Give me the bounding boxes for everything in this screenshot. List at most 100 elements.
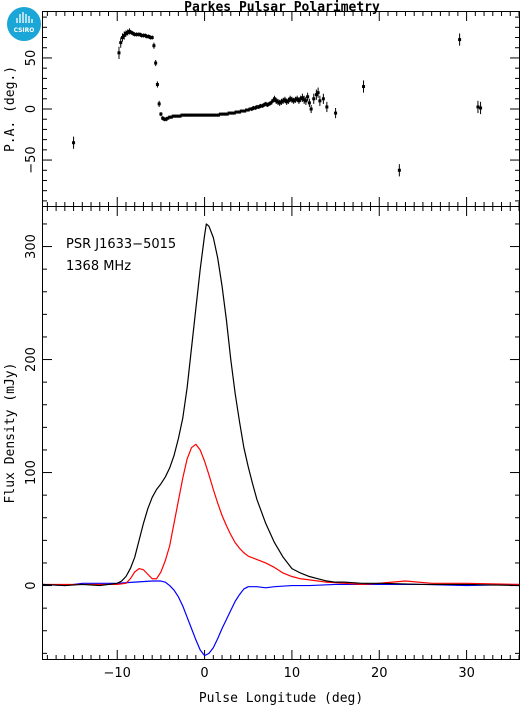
pa-point (136, 32, 140, 36)
pa-point (159, 112, 163, 116)
csiro-logo-circle (7, 7, 41, 41)
pa-point (192, 113, 196, 117)
pa-point (260, 104, 264, 108)
pa-point (274, 99, 278, 103)
pa-point (185, 113, 189, 117)
pa-point (210, 113, 214, 117)
pa-point (215, 113, 219, 117)
pa-point (222, 112, 226, 116)
pa-point (304, 99, 308, 103)
pa-point (190, 113, 194, 117)
pa-point (258, 104, 262, 108)
pa-point (251, 106, 255, 110)
pa-point (134, 32, 138, 36)
pa-axis-ticks: −50 0 50 (24, 12, 520, 206)
pa-point (211, 113, 215, 117)
pa-point (131, 31, 135, 35)
pa-point (253, 106, 257, 110)
flux-ylabel: Flux Density (mJy) (3, 363, 18, 504)
pa-point (173, 114, 177, 118)
y-tick-label: 100 (24, 460, 39, 485)
pa-point (397, 168, 401, 172)
pa-point (334, 111, 338, 115)
pa-point (206, 113, 210, 117)
pa-point (168, 115, 172, 119)
pa-point (138, 32, 142, 36)
pa-panel-frame (42, 11, 520, 207)
x-tick-label: 20 (371, 666, 388, 681)
pa-point (213, 113, 217, 117)
pa-point (154, 61, 158, 65)
pa-point (124, 31, 128, 35)
pa-point (152, 44, 156, 48)
y-tick-label: 0 (24, 581, 39, 589)
pa-point (243, 109, 247, 113)
pa-point (257, 105, 261, 109)
pa-point (166, 116, 170, 120)
pa-point (218, 112, 222, 116)
pa-point (155, 82, 159, 86)
pa-point (117, 51, 121, 55)
pa-point (248, 107, 252, 111)
flux-lines-layer (42, 223, 520, 657)
pa-point (164, 117, 168, 121)
pa-point (203, 113, 207, 117)
pa-point (262, 103, 266, 107)
pa-point (238, 110, 242, 114)
pa-point (300, 96, 304, 100)
pa-point (127, 29, 131, 33)
pa-point (224, 112, 228, 116)
pa-point (283, 98, 287, 102)
pa-point (175, 114, 179, 118)
pa-point (147, 35, 151, 39)
pa-point (229, 111, 233, 115)
x-tick-label: 0 (200, 666, 208, 681)
pa-point (281, 99, 285, 103)
pa-point (325, 105, 329, 109)
pa-point (171, 114, 175, 118)
pa-point (479, 106, 483, 110)
pa-point (208, 113, 212, 117)
pa-point (145, 35, 149, 39)
linear-polarization-line (43, 443, 520, 586)
pa-point (288, 97, 292, 101)
pa-ylabel: P.A. (deg.) (3, 66, 18, 152)
pa-point (204, 113, 208, 117)
pa-point (169, 115, 173, 119)
pa-point (318, 99, 322, 103)
pa-point (161, 116, 165, 120)
pa-point (292, 99, 296, 103)
pa-point (236, 110, 240, 114)
pa-point (271, 99, 275, 103)
pa-point (286, 99, 290, 103)
pa-point (458, 38, 462, 42)
pa-point (150, 36, 154, 40)
y-tick-label: 50 (24, 50, 39, 67)
y-tick-label: 300 (24, 234, 39, 259)
y-tick-label: 200 (24, 347, 39, 372)
x-axis-label: Pulse Longitude (deg) (199, 691, 363, 706)
pa-point (183, 113, 187, 117)
pa-point (197, 113, 201, 117)
pa-point (126, 30, 130, 34)
pa-point (245, 108, 249, 112)
pa-point (232, 111, 236, 115)
pa-point (264, 102, 268, 106)
pa-point (178, 114, 182, 118)
pa-point (312, 97, 316, 101)
pa-point (143, 33, 147, 37)
flux-panel-frame (42, 206, 520, 660)
pa-point (227, 111, 231, 115)
pa-point (194, 113, 198, 117)
frequency-annotation: 1368 MHz (66, 259, 131, 274)
pa-point (272, 97, 276, 101)
pa-point (267, 102, 271, 106)
pa-point (148, 36, 152, 40)
total-intensity-line (42, 223, 520, 587)
pa-point (180, 113, 184, 117)
pa-point (119, 41, 123, 45)
pa-point (276, 100, 280, 104)
pa-point (476, 105, 480, 109)
pa-point (122, 33, 126, 37)
